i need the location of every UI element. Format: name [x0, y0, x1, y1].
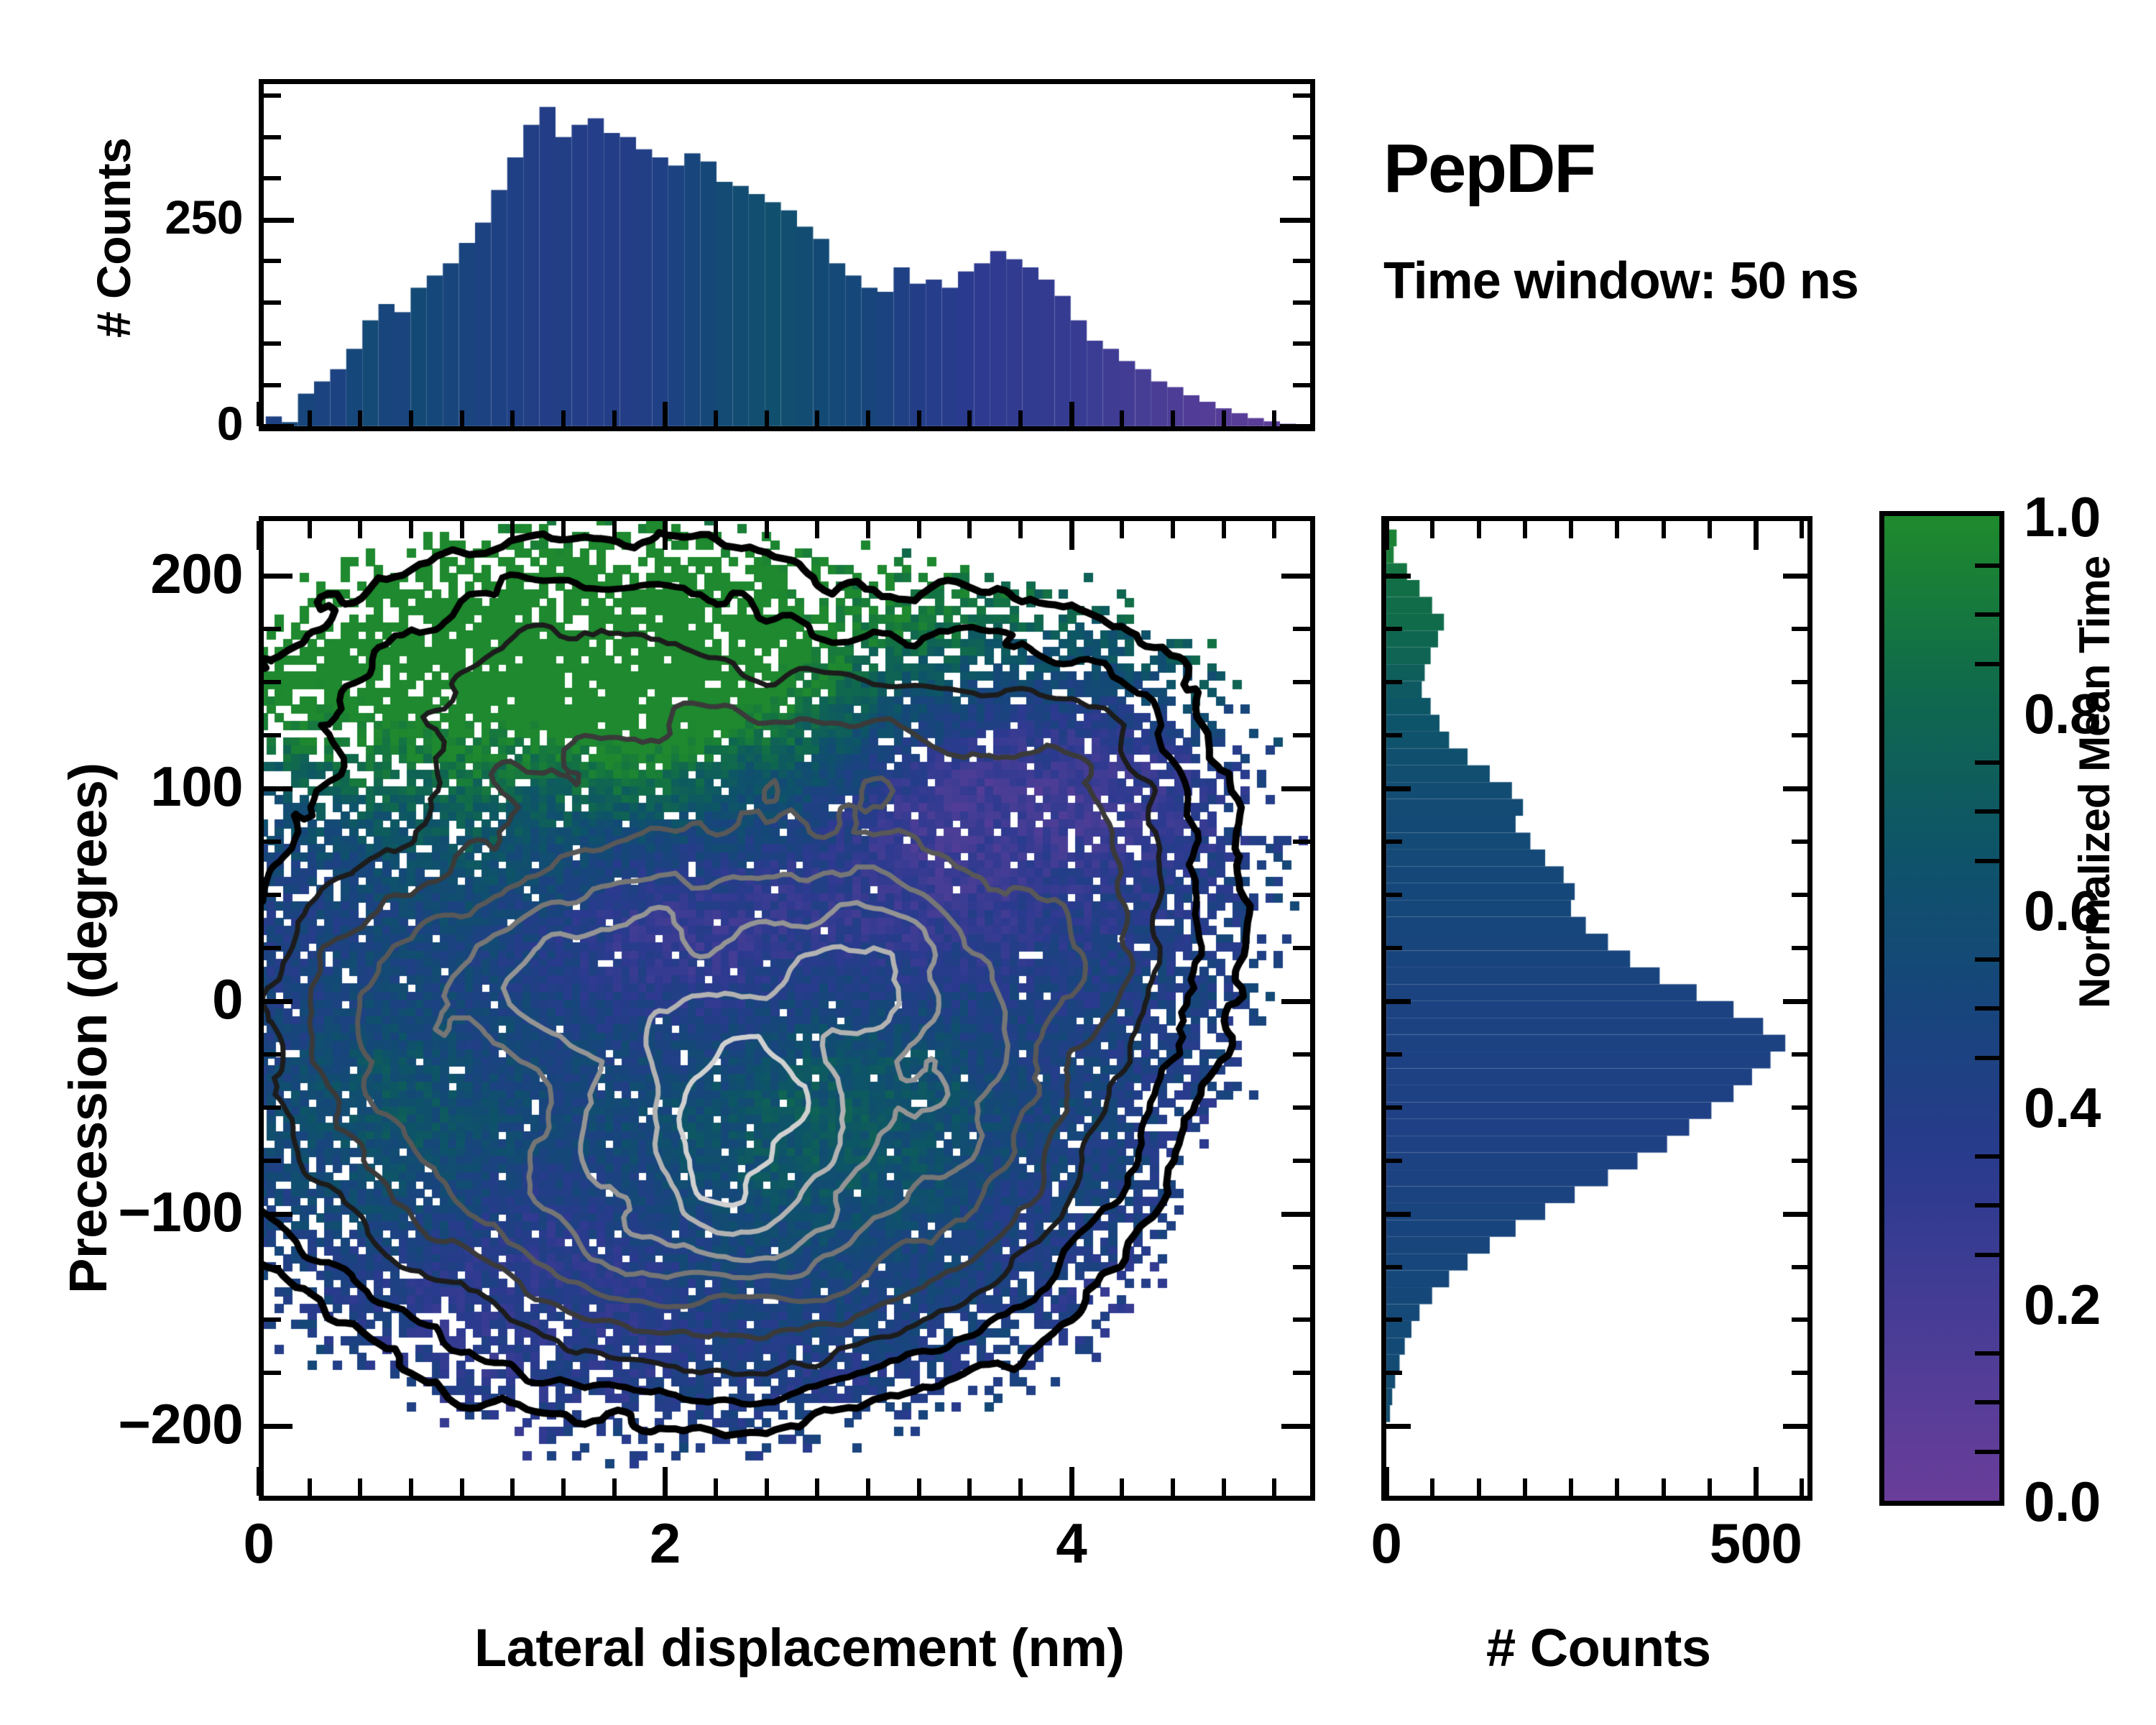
colorbar-tick-label: 0.2: [2024, 1273, 2101, 1336]
main-ytick-label: 200: [150, 541, 243, 605]
main-xtick-label: 4: [1056, 1512, 1087, 1575]
right-panel-xlabel: # Counts: [1486, 1618, 1711, 1678]
main-ytick-label: −100: [118, 1179, 243, 1243]
main-ytick-label: −200: [118, 1392, 243, 1456]
page-title: PepDF: [1383, 130, 1596, 207]
main-xtick-label: 2: [649, 1512, 681, 1575]
main-xtick-label: 0: [243, 1512, 275, 1575]
joint-heatmap-canvas: [259, 516, 1315, 1501]
top-histogram-canvas: [259, 79, 1315, 431]
top-panel-ylabel: # Counts: [87, 137, 140, 338]
colorbar-label: Normalized Mean Time: [2070, 556, 2119, 1008]
top-ytick-label: 250: [165, 190, 243, 244]
colorbar-panel: [1884, 516, 1999, 1501]
main-ytick-label: 100: [150, 754, 243, 818]
right-xtick-label: 0: [1370, 1512, 1402, 1575]
colorbar-tick-label: 0.4: [2024, 1076, 2101, 1139]
main-panel-ylabel: Precession (degrees): [58, 763, 118, 1294]
top-ytick-label: 0: [216, 397, 244, 450]
top-marginal-panel: [259, 79, 1315, 431]
main-ytick-label: 0: [212, 967, 243, 1031]
colorbar-tick-label: 0.8: [2024, 682, 2101, 745]
colorbar-tick-label: 1.0: [2024, 485, 2101, 548]
plot-subtitle: Time window: 50 ns: [1383, 252, 1859, 310]
colorbar-tick-label: 0.6: [2024, 879, 2101, 942]
right-xtick-label: 500: [1709, 1512, 1802, 1575]
main-joint-panel: [259, 516, 1315, 1501]
main-panel-xlabel: Lateral displacement (nm): [474, 1618, 1125, 1678]
colorbar-tick-label: 0.0: [2024, 1470, 2101, 1533]
right-histogram-canvas: [1381, 516, 1812, 1501]
right-marginal-panel: [1381, 516, 1812, 1501]
